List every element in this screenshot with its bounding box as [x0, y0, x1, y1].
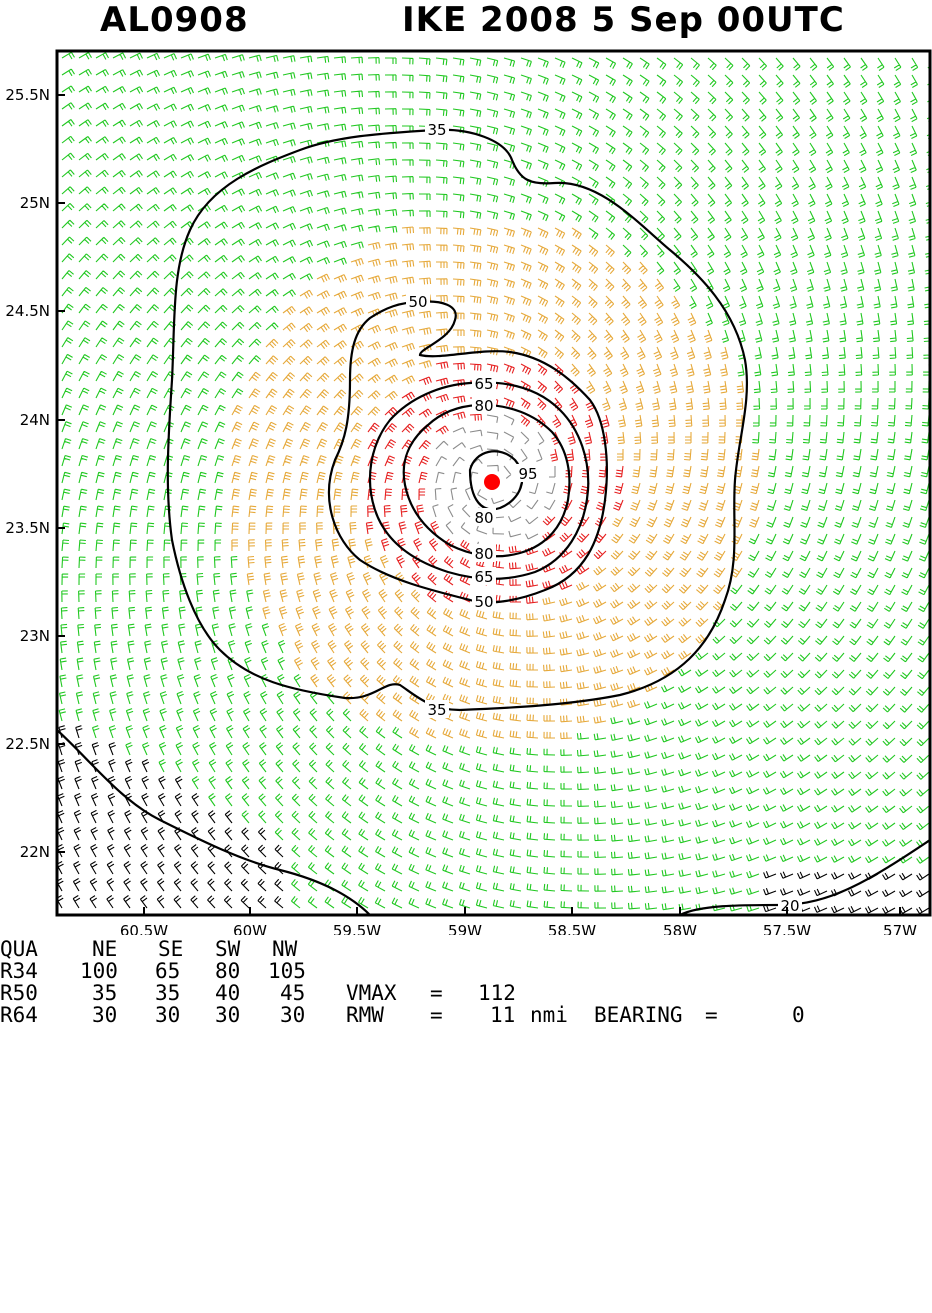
contour-label: 50: [408, 293, 427, 311]
r50-sw: 40: [215, 981, 241, 1005]
contour-label: 80: [474, 509, 493, 527]
r34-ne: 100: [80, 959, 118, 983]
table-header-row: QUA NE SE SW NW: [0, 937, 297, 961]
r50-se: 35: [155, 981, 181, 1005]
contour-label-bg: [472, 567, 496, 585]
vmax-equals: =: [430, 981, 443, 1005]
r34-sw: 80: [215, 959, 241, 983]
r64-label: R64: [0, 1003, 38, 1027]
lat-label: 24N: [20, 411, 50, 429]
bearing-equals: =: [705, 1003, 718, 1027]
r64-nw: 30: [280, 1003, 306, 1027]
lat-label: 22N: [20, 843, 50, 861]
header-ne: NE: [92, 937, 118, 961]
header-se: SE: [158, 937, 184, 961]
storm-info-title: IKE 2008 5 Sep 00UTC: [402, 0, 845, 40]
lon-label: 59W: [448, 922, 482, 935]
contour-label-bg: [516, 464, 540, 482]
r50-nw: 45: [280, 981, 306, 1005]
lon-label: 60.5W: [120, 922, 168, 935]
contour-label-bg: [406, 292, 430, 310]
contour-label: 95: [518, 465, 537, 483]
bearing-value: 0: [792, 1003, 805, 1027]
contour-label: 65: [474, 568, 493, 586]
storm-id-title: AL0908: [100, 0, 249, 40]
contour-label-bg: [472, 544, 496, 562]
contour-label-bg: [472, 592, 496, 610]
contour-80-inner: [468, 450, 524, 511]
r50-label: R50: [0, 981, 38, 1005]
wind-barb-group: [231, 226, 760, 740]
lat-label: 24.5N: [5, 302, 50, 320]
contour-20-sw: [57, 729, 371, 915]
bearing-label: BEARING: [594, 1003, 683, 1027]
contour-20-se: [679, 839, 930, 915]
contour-label-bg: [425, 700, 449, 718]
contour-label: 80: [474, 397, 493, 415]
lon-label: 60W: [233, 922, 267, 935]
contour-label: 65: [474, 375, 493, 393]
lon-label: 57W: [883, 922, 917, 935]
vmax-label: VMAX: [346, 981, 397, 1005]
lon-label: 57.5W: [763, 922, 811, 935]
lat-label: 23.5N: [5, 519, 50, 537]
lat-label: 25.5N: [5, 86, 50, 104]
lon-label: 59.5W: [333, 922, 381, 935]
contour-label: 35: [427, 701, 446, 719]
header-nw: NW: [272, 937, 298, 961]
wind-field-map: 35 50 65 80 95 80 80 65 50 35 20 25.5N 25N 24.5N 24N 2…: [5, 49, 932, 935]
lon-label: 58.5W: [548, 922, 596, 935]
contour-label-bg: [472, 374, 496, 392]
wind-barb-group: [57, 725, 930, 915]
lat-label: 23N: [20, 627, 50, 645]
lat-label: 25N: [20, 194, 50, 212]
header-sw: SW: [215, 937, 241, 961]
contour-label-bg: [472, 508, 496, 526]
rmw-value: 11: [490, 1003, 516, 1027]
vmax-value: 112: [478, 981, 516, 1005]
table-row-r34: R34 100 65 80 105: [0, 959, 306, 983]
r50-ne: 35: [92, 981, 118, 1005]
r64-se: 30: [155, 1003, 181, 1027]
rmw-unit: nmi: [530, 1003, 568, 1027]
lon-label: 58W: [663, 922, 697, 935]
contour-label-bg: [425, 120, 449, 138]
storm-center-dot: [484, 474, 500, 490]
wind-barb-group: [58, 51, 930, 912]
contour-label: 20: [780, 897, 799, 915]
r64-ne: 30: [92, 1003, 118, 1027]
contour-label: 35: [427, 121, 446, 139]
contour-label-bg: [472, 396, 496, 414]
wind-radii-table: QUA NE SE SW NW R34 100 65 80 105 R50 35…: [0, 937, 932, 1027]
r64-sw: 30: [215, 1003, 241, 1027]
lat-label: 22.5N: [5, 735, 50, 753]
contour-label-bg: [778, 896, 802, 914]
rmw-label: RMW: [346, 1003, 384, 1027]
r34-label: R34: [0, 959, 38, 983]
contour-35: [166, 128, 748, 712]
rmw-equals: =: [430, 1003, 443, 1027]
r34-nw: 105: [268, 959, 306, 983]
table-row-r64: R64 30 30 30 30 RMW = 11 nmi BEARING = 0: [0, 1003, 805, 1027]
map-frame: [55, 49, 932, 917]
table-row-r50: R50 35 35 40 45 VMAX = 112: [0, 981, 516, 1005]
r34-se: 65: [155, 959, 181, 983]
header-qua: QUA: [0, 937, 38, 961]
contour-label: 80: [474, 545, 493, 563]
contour-50: [327, 300, 608, 604]
contour-label: 50: [474, 593, 493, 611]
